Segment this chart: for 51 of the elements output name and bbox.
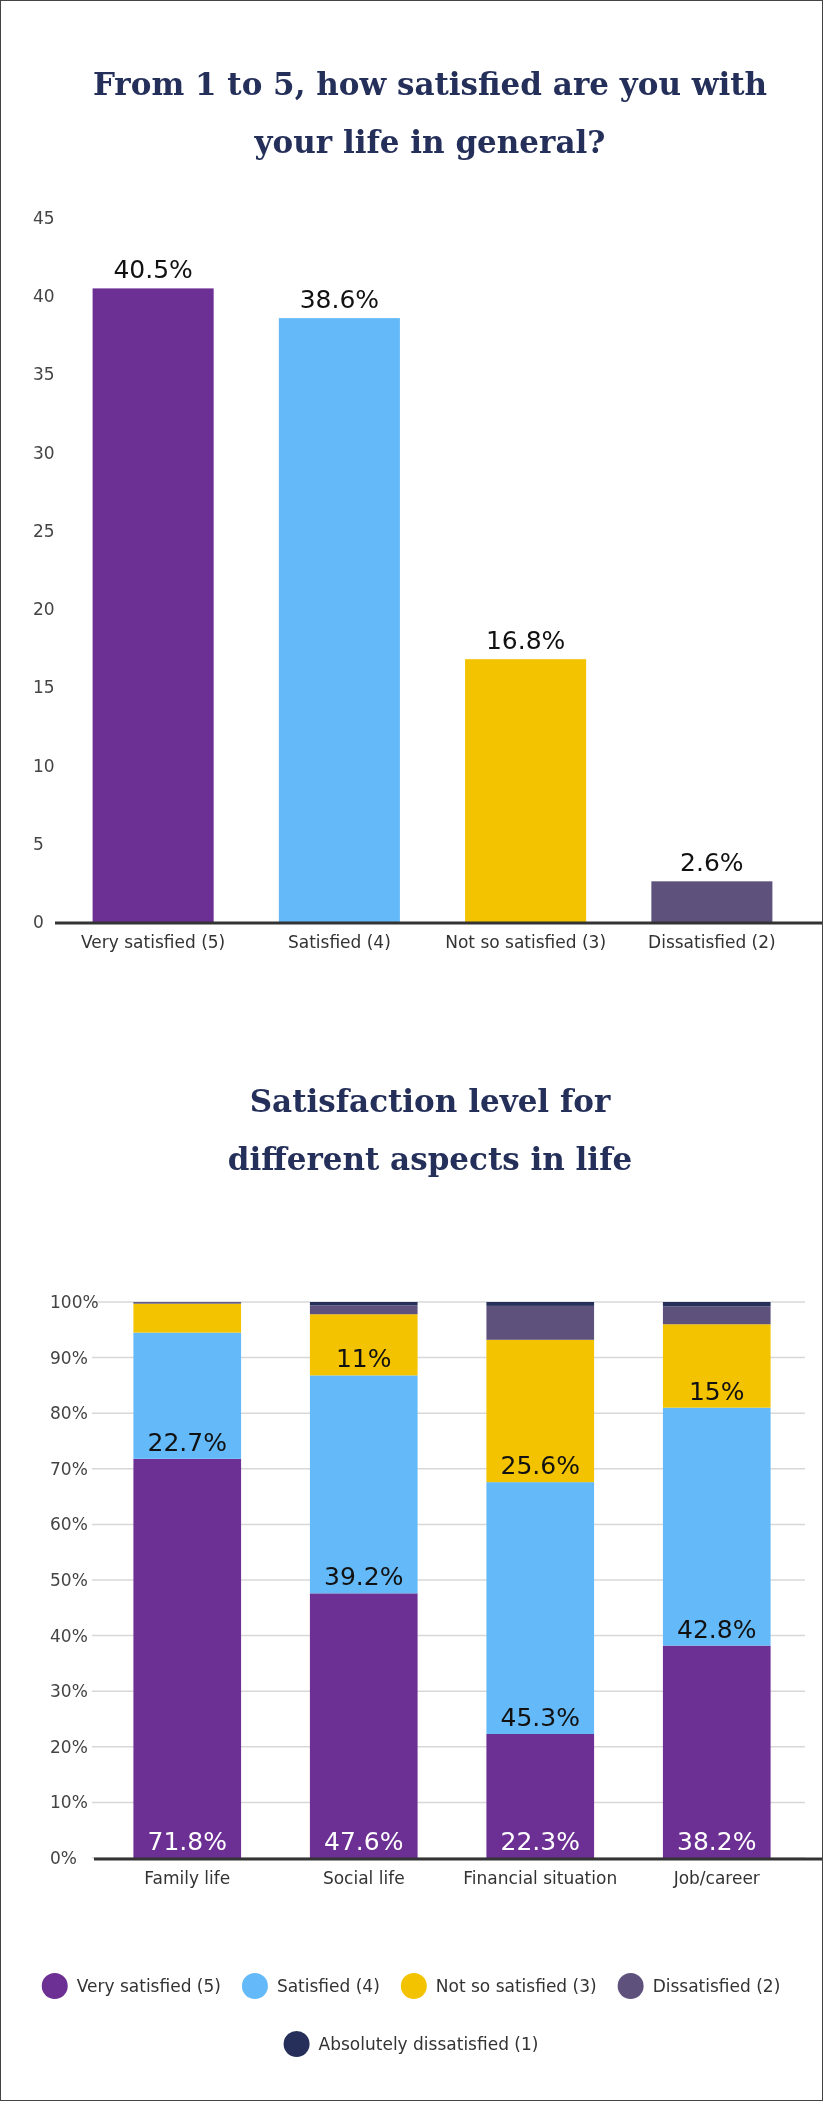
y-tick-label: 0% — [50, 1847, 77, 1868]
data-label: 40.5% — [113, 255, 193, 285]
legend-label: Absolutely dissatisfied (1) — [318, 2034, 539, 2054]
x-tick-label: Job/career — [672, 1868, 760, 1889]
y-tick-label: 0 — [33, 911, 44, 932]
legend-label: Dissatisfied (2) — [652, 1976, 781, 1996]
y-tick-label: 10% — [50, 1792, 88, 1813]
x-tick-label: Not so satisfied (3) — [445, 932, 607, 953]
y-tick-label: 100% — [50, 1291, 99, 1312]
data-label: 25.6% — [500, 1451, 580, 1481]
data-label: 39.2% — [324, 1562, 404, 1592]
chart-title: Satisfaction level for different aspects in life — [227, 1083, 633, 1177]
x-tick-label: Family life — [144, 1868, 231, 1889]
y-tick-label: 60% — [50, 1514, 88, 1535]
data-label: 22.7% — [147, 1427, 227, 1457]
y-tick-label: 40 — [33, 286, 55, 307]
data-label: 42.8% — [677, 1614, 757, 1644]
y-tick-label: 35 — [33, 364, 55, 385]
data-label: 22.3% — [500, 1827, 580, 1856]
x-tick-label: Social life — [322, 1868, 405, 1889]
data-label: 47.6% — [324, 1827, 404, 1856]
y-tick-label: 5 — [33, 833, 44, 854]
y-tick-label: 30% — [50, 1681, 88, 1702]
data-label: 2.6% — [680, 848, 744, 878]
y-tick-label: 10 — [33, 755, 55, 776]
chart-title: From 1 to 5, how satisfied are you with your life in general? — [92, 66, 768, 160]
y-tick-label: 15 — [33, 677, 55, 698]
data-label: 45.3% — [500, 1703, 580, 1733]
y-tick-label: 80% — [50, 1403, 88, 1424]
data-label: 16.8% — [485, 626, 566, 656]
data-label: 15% — [688, 1376, 745, 1406]
y-tick-label: 45 — [33, 207, 55, 228]
x-tick-label: Very satisfied (5) — [81, 932, 226, 953]
y-tick-label: 70% — [50, 1458, 88, 1479]
legend-label: Not so satisfied (3) — [435, 1976, 597, 1996]
data-label: 71.8% — [147, 1827, 227, 1856]
y-tick-label: 50% — [50, 1569, 88, 1590]
y-tick-label: 30 — [33, 442, 55, 463]
x-tick-label: Dissatisfied (2) — [648, 932, 776, 953]
x-tick-label: Financial situation — [463, 1868, 618, 1889]
legend-label: Very satisfied (5) — [76, 1976, 221, 1996]
y-tick-label: 20% — [50, 1736, 88, 1757]
y-tick-label: 40% — [50, 1625, 88, 1646]
y-tick-label: 90% — [50, 1347, 88, 1368]
x-tick-label: Satisfied (4) — [287, 932, 391, 953]
y-tick-label: 25 — [33, 520, 55, 541]
data-label: 11% — [335, 1344, 392, 1374]
data-label: 38.6% — [299, 285, 380, 315]
y-tick-label: 20 — [33, 599, 55, 620]
data-label: 38.2% — [677, 1827, 757, 1856]
legend-label: Satisfied (4) — [276, 1976, 380, 1996]
